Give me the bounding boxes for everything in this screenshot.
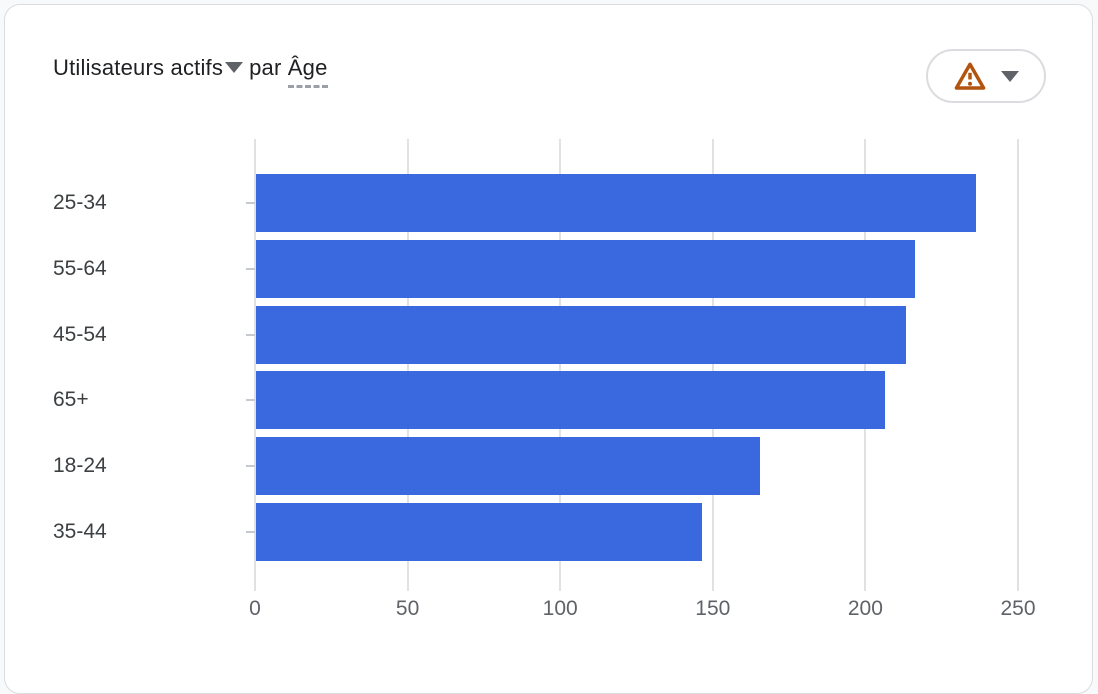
bar-35-44[interactable] bbox=[256, 503, 702, 561]
category-label: 18-24 bbox=[53, 454, 107, 478]
category-tick bbox=[246, 333, 255, 336]
category-label: 35-44 bbox=[53, 520, 107, 543]
category-label: 25-34 bbox=[53, 191, 107, 214]
metric-selector[interactable]: Utilisateurs actifs bbox=[53, 55, 224, 80]
x-tick-label: 150 bbox=[695, 597, 731, 620]
x-tick-label: 50 bbox=[395, 597, 420, 620]
y-axis-line bbox=[254, 139, 256, 591]
category-label: 55-64 bbox=[53, 256, 107, 280]
bar-45-54[interactable] bbox=[256, 305, 907, 364]
bar-65+[interactable] bbox=[256, 371, 885, 430]
x-tick-label: 200 bbox=[847, 597, 883, 620]
title-connector: par bbox=[249, 55, 282, 80]
category-label: 45-54 bbox=[53, 322, 107, 346]
gridline bbox=[864, 139, 867, 591]
triangle-down-icon[interactable] bbox=[225, 62, 244, 73]
bar-55-64[interactable] bbox=[256, 239, 916, 298]
gridline bbox=[559, 139, 562, 591]
warning-triangle-icon bbox=[954, 62, 985, 90]
bar-chart: 0 50 100 150 200 250 25-34 55-64 45-54 65+ 18-24 35… bbox=[5, 5, 1092, 693]
bar-18-24[interactable] bbox=[256, 437, 760, 496]
bar-25-34[interactable] bbox=[256, 174, 977, 232]
insights-button[interactable] bbox=[926, 49, 1046, 103]
category-tick bbox=[246, 531, 255, 533]
category-tick bbox=[246, 399, 255, 402]
chevron-down-icon bbox=[1000, 70, 1019, 82]
gridline bbox=[1017, 139, 1019, 591]
category-tick bbox=[246, 465, 255, 468]
analytics-card: Utilisateurs actifs par Âge 0 50 100 150 200 2… bbox=[4, 4, 1093, 694]
x-tick-label: 100 bbox=[542, 597, 578, 620]
category-label: 65+ bbox=[53, 388, 89, 412]
card-title: Utilisateurs actifs par Âge bbox=[53, 55, 328, 88]
category-tick bbox=[246, 202, 255, 204]
gridline bbox=[406, 139, 409, 591]
gridline bbox=[711, 139, 714, 591]
x-tick-label: 250 bbox=[1000, 597, 1036, 620]
dimension-selector[interactable]: Âge bbox=[287, 55, 328, 88]
category-tick bbox=[246, 267, 255, 270]
x-tick-label: 0 bbox=[249, 597, 261, 620]
